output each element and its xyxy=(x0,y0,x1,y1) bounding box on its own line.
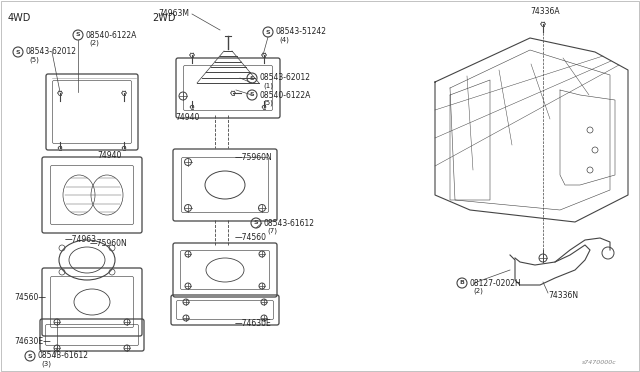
Text: 74560—: 74560— xyxy=(14,294,46,302)
Text: (4): (4) xyxy=(279,37,289,43)
Text: —74560: —74560 xyxy=(235,234,267,243)
Text: S: S xyxy=(28,353,32,359)
Text: (2): (2) xyxy=(89,40,99,46)
Text: 08543-62012: 08543-62012 xyxy=(259,74,310,83)
Text: 74336N: 74336N xyxy=(548,291,578,299)
Circle shape xyxy=(122,91,126,95)
Text: (2): (2) xyxy=(473,288,483,294)
Text: 08543-62012: 08543-62012 xyxy=(25,48,76,57)
Text: 08543-51242: 08543-51242 xyxy=(275,28,326,36)
Circle shape xyxy=(58,146,62,150)
Text: (5): (5) xyxy=(29,57,39,63)
Text: 08540-6122A: 08540-6122A xyxy=(85,31,136,39)
Text: 4WD: 4WD xyxy=(8,13,31,23)
Text: (3): (3) xyxy=(41,361,51,367)
Circle shape xyxy=(58,91,62,95)
Text: 74630E—: 74630E— xyxy=(14,337,51,346)
Text: 2WD: 2WD xyxy=(152,13,175,23)
Text: S: S xyxy=(76,32,80,38)
Text: —75960N: —75960N xyxy=(235,154,273,163)
Circle shape xyxy=(541,22,545,26)
Text: 08540-6122A: 08540-6122A xyxy=(259,90,310,99)
Text: 74336A: 74336A xyxy=(530,7,559,16)
Text: (5): (5) xyxy=(263,100,273,106)
Circle shape xyxy=(189,53,195,57)
Text: S: S xyxy=(266,29,270,35)
Circle shape xyxy=(190,105,194,109)
Text: B: B xyxy=(460,280,465,285)
Text: 74940: 74940 xyxy=(175,113,200,122)
Circle shape xyxy=(122,146,126,150)
Text: —74630E: —74630E xyxy=(235,320,272,328)
Text: S: S xyxy=(16,49,20,55)
Text: S: S xyxy=(253,221,259,225)
Circle shape xyxy=(262,53,266,57)
Text: —75960N: —75960N xyxy=(90,238,128,247)
Text: 08127-0202H: 08127-0202H xyxy=(469,279,521,288)
Text: 08543-61612: 08543-61612 xyxy=(37,352,88,360)
Circle shape xyxy=(262,105,266,109)
Circle shape xyxy=(231,91,236,95)
Text: (1): (1) xyxy=(263,83,273,89)
Text: 08543-61612: 08543-61612 xyxy=(263,218,314,228)
Text: s7470000c: s7470000c xyxy=(582,359,616,365)
Text: S: S xyxy=(250,93,254,97)
Text: 74940: 74940 xyxy=(97,151,122,160)
Text: 74963M: 74963M xyxy=(158,10,189,19)
Text: S: S xyxy=(250,76,254,80)
Text: (7): (7) xyxy=(267,228,277,234)
Text: —74963: —74963 xyxy=(65,235,97,244)
